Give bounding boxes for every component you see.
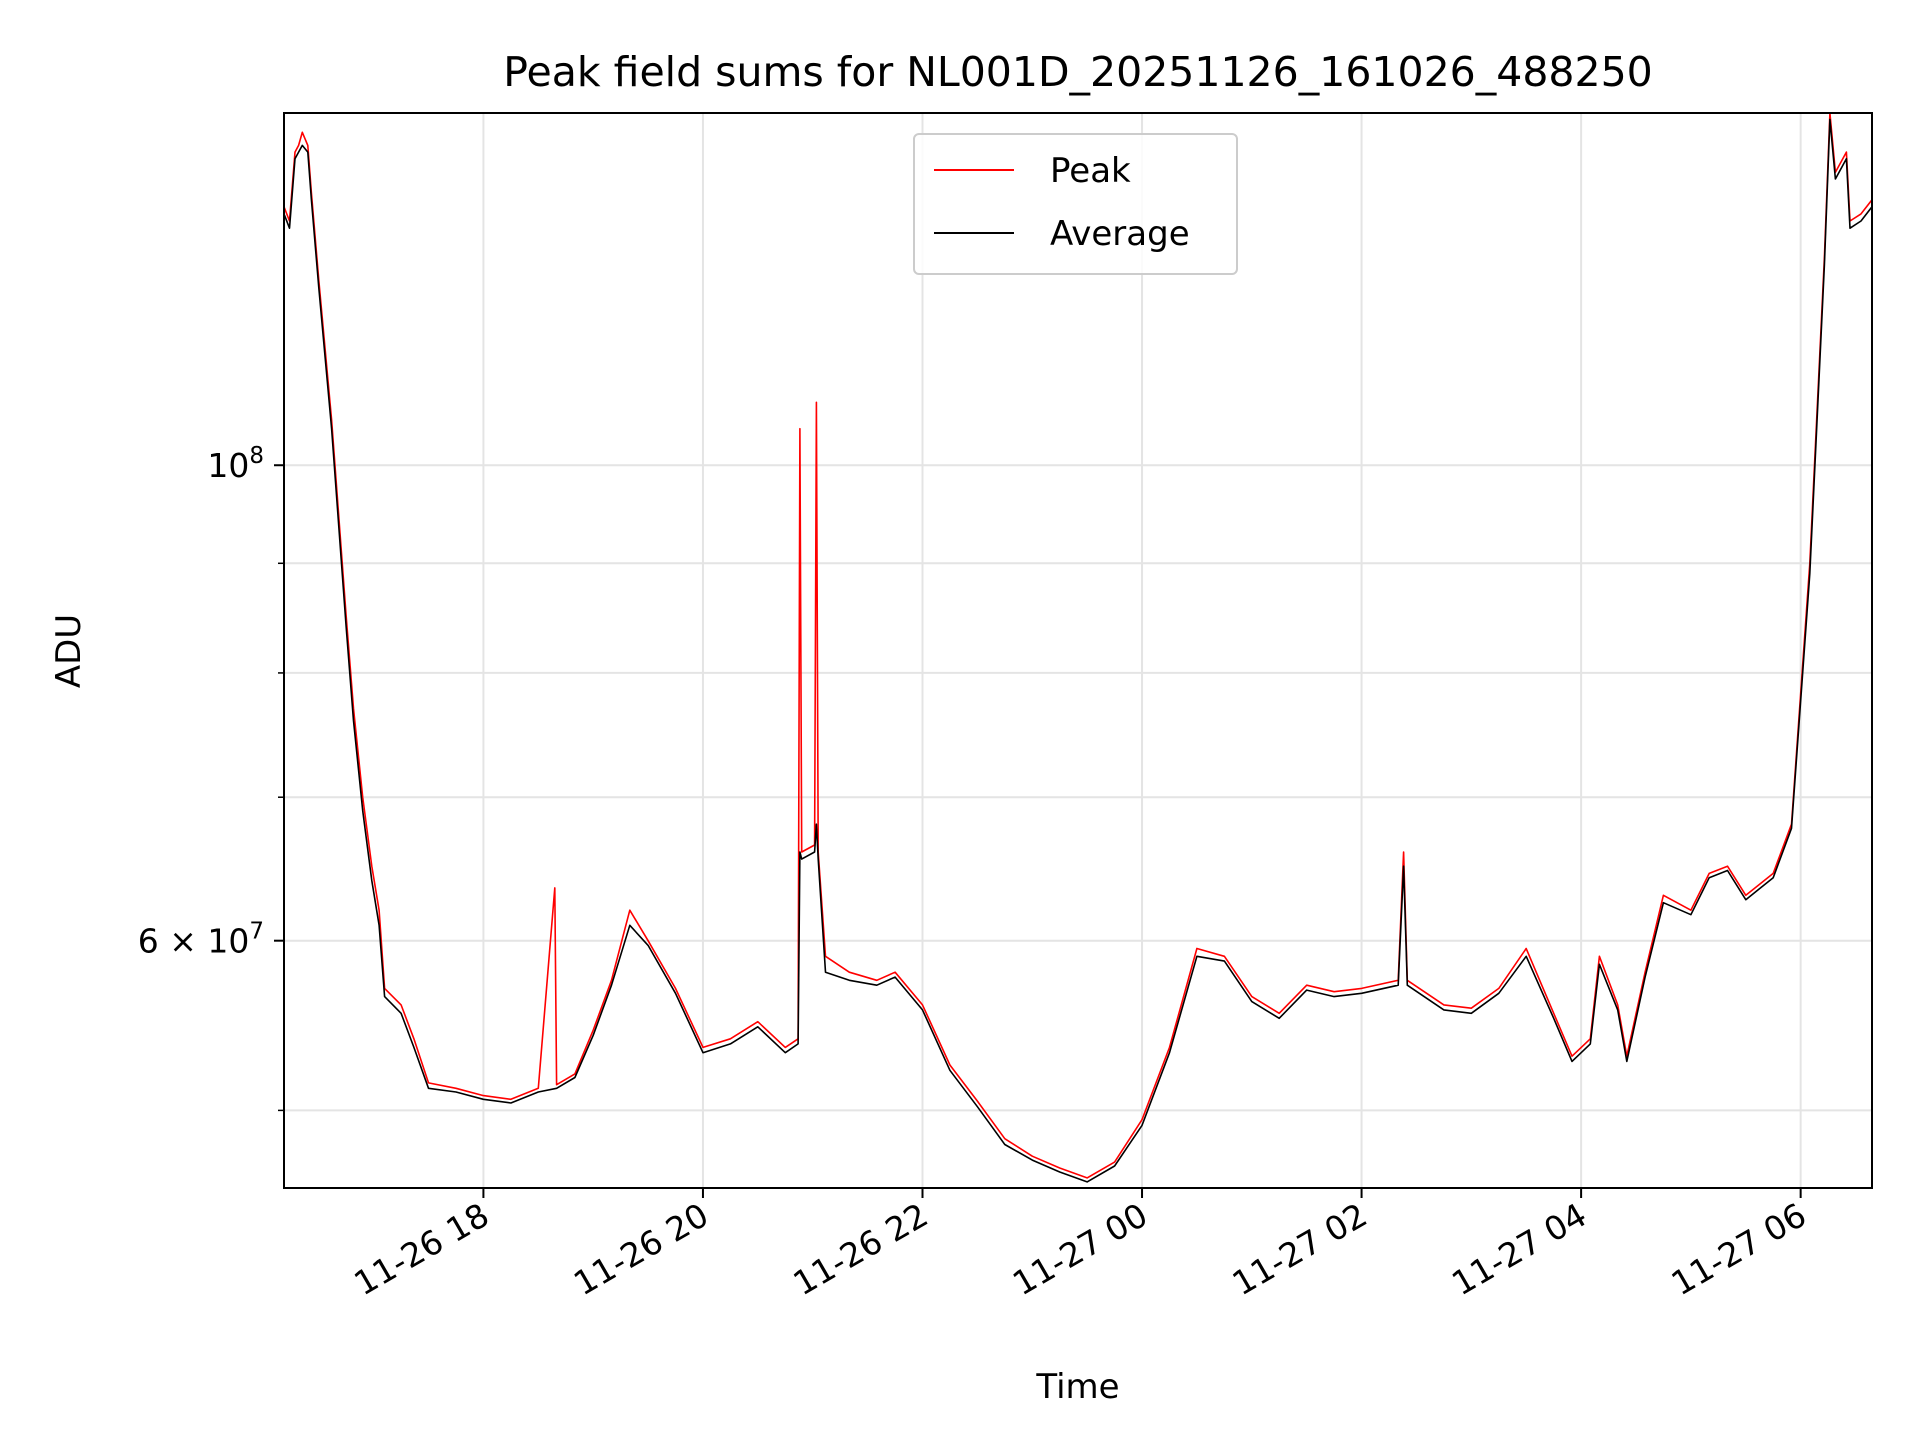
legend-label-average: Average <box>1050 214 1190 254</box>
legend-label-peak: Peak <box>1050 151 1131 191</box>
series-line-average <box>284 118 1872 1183</box>
y-tick-label: 108 <box>207 443 264 485</box>
series-line-peak <box>284 113 1872 1179</box>
legend: Peak Average <box>913 133 1238 275</box>
plot-frame <box>283 112 1873 1189</box>
series-layer <box>284 113 1872 1183</box>
chart-title: Peak field sums for NL001D_20251126_1610… <box>503 48 1653 96</box>
grid <box>284 113 1872 1188</box>
y-axis-label: ADU <box>49 614 89 688</box>
x-axis-label: Time <box>1035 1367 1119 1407</box>
y-tick-label: 6 × 107 <box>138 919 264 961</box>
